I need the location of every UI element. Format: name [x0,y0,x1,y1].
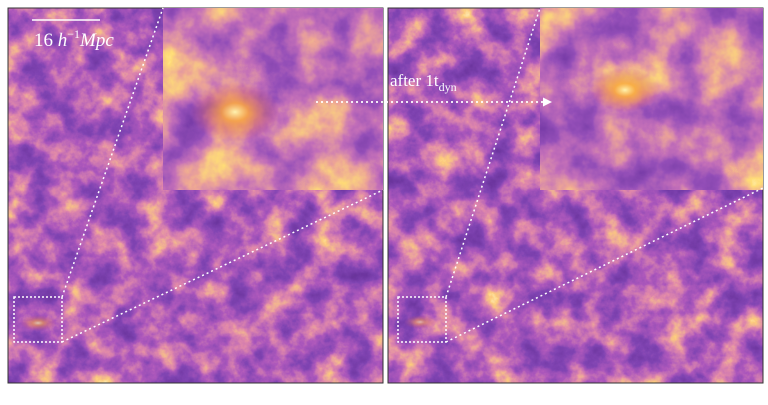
scale-exponent: −1 [67,27,80,41]
zoom-box [13,296,63,343]
scale-number: 16 [34,30,53,51]
zoom-line [61,7,164,298]
scale-h: h [58,30,68,51]
annotation-text: after 1t [390,71,439,90]
halo-glow [190,82,280,142]
scale-label: 16 h−1Mpc [34,27,114,51]
annotation: after 1tdyn [390,71,457,94]
halo-glow [20,315,56,331]
zoom-line [445,7,541,298]
zoom-box [397,296,447,343]
zoom-line [61,189,384,343]
annotation-subscript: dyn [439,80,457,94]
zoom-line [445,187,764,343]
halo-glow [404,315,436,329]
arrow-head [543,97,552,107]
halo-glow [590,68,660,112]
scale-unit: Mpc [79,30,114,51]
